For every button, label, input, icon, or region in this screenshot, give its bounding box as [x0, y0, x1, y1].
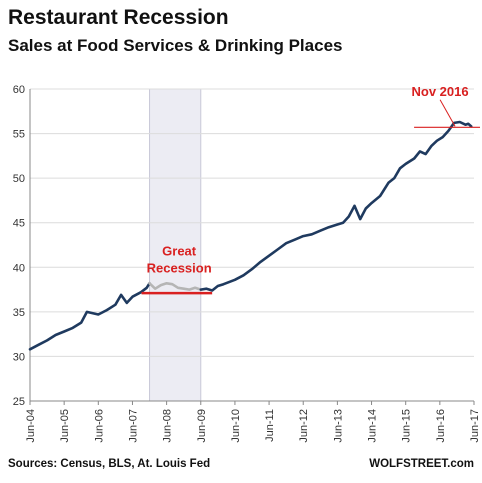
x-tick-label: Jun-15 — [401, 409, 413, 443]
chart-subtitle: Sales at Food Services & Drinking Places — [8, 36, 343, 55]
chart-title: Restaurant Recession — [8, 6, 229, 29]
x-tick-label: Jun-09 — [196, 409, 208, 443]
x-tick-label: Jun-17 — [469, 409, 481, 443]
series-lines — [28, 120, 473, 351]
y-tick-label: 60 — [13, 84, 25, 96]
x-tick-label: Jun-08 — [162, 409, 174, 443]
y-tick-labels: 25 30 35 40 45 50 55 60 — [13, 84, 25, 408]
y-tick-label: 35 — [13, 307, 25, 319]
y-tick-label: 45 — [13, 218, 25, 230]
nov-2016-pointer — [439, 99, 456, 127]
source-note: Sources: Census, BLS, At. Louis Fed — [8, 458, 211, 470]
x-tick-label: Jun-16 — [435, 409, 447, 443]
y-tick-label: 25 — [13, 396, 25, 408]
axes — [29, 89, 474, 402]
x-tick-label: Jun-05 — [59, 409, 71, 443]
grid-lines — [30, 88, 474, 402]
x-tick-label: Jun-06 — [93, 409, 105, 443]
annotations: Nov 2016 Great Recession — [141, 84, 480, 295]
y-tick-label: 50 — [13, 173, 25, 185]
y-tick-label: 30 — [13, 351, 25, 363]
x-tick-label: Jun-07 — [127, 409, 139, 443]
recession-band — [149, 88, 202, 402]
x-tick-labels: Jun-04 Jun-05 Jun-06 Jun-07 Jun-08 Jun-09 Jun-… — [25, 401, 481, 443]
x-tick-label: Jun-10 — [230, 409, 242, 443]
series-line-pre-recession — [28, 282, 151, 351]
y-tick-label: 55 — [13, 129, 25, 141]
x-tick-label: Jun-04 — [25, 409, 37, 443]
y-tick-label: 40 — [13, 262, 25, 274]
x-tick-label: Jun-13 — [332, 409, 344, 443]
great-recession-label: Recession — [147, 261, 212, 276]
x-tick-label: Jun-11 — [264, 409, 276, 442]
great-recession-label: Great — [162, 244, 197, 259]
nov-2016-label: Nov 2016 — [412, 84, 469, 99]
brand-label: WOLFSTREET.com — [369, 458, 474, 470]
x-tick-label: Jun-12 — [298, 409, 310, 443]
x-tick-label: Jun-14 — [367, 409, 379, 443]
series-line-post-recession — [199, 120, 473, 292]
series-line-recession — [148, 282, 203, 291]
